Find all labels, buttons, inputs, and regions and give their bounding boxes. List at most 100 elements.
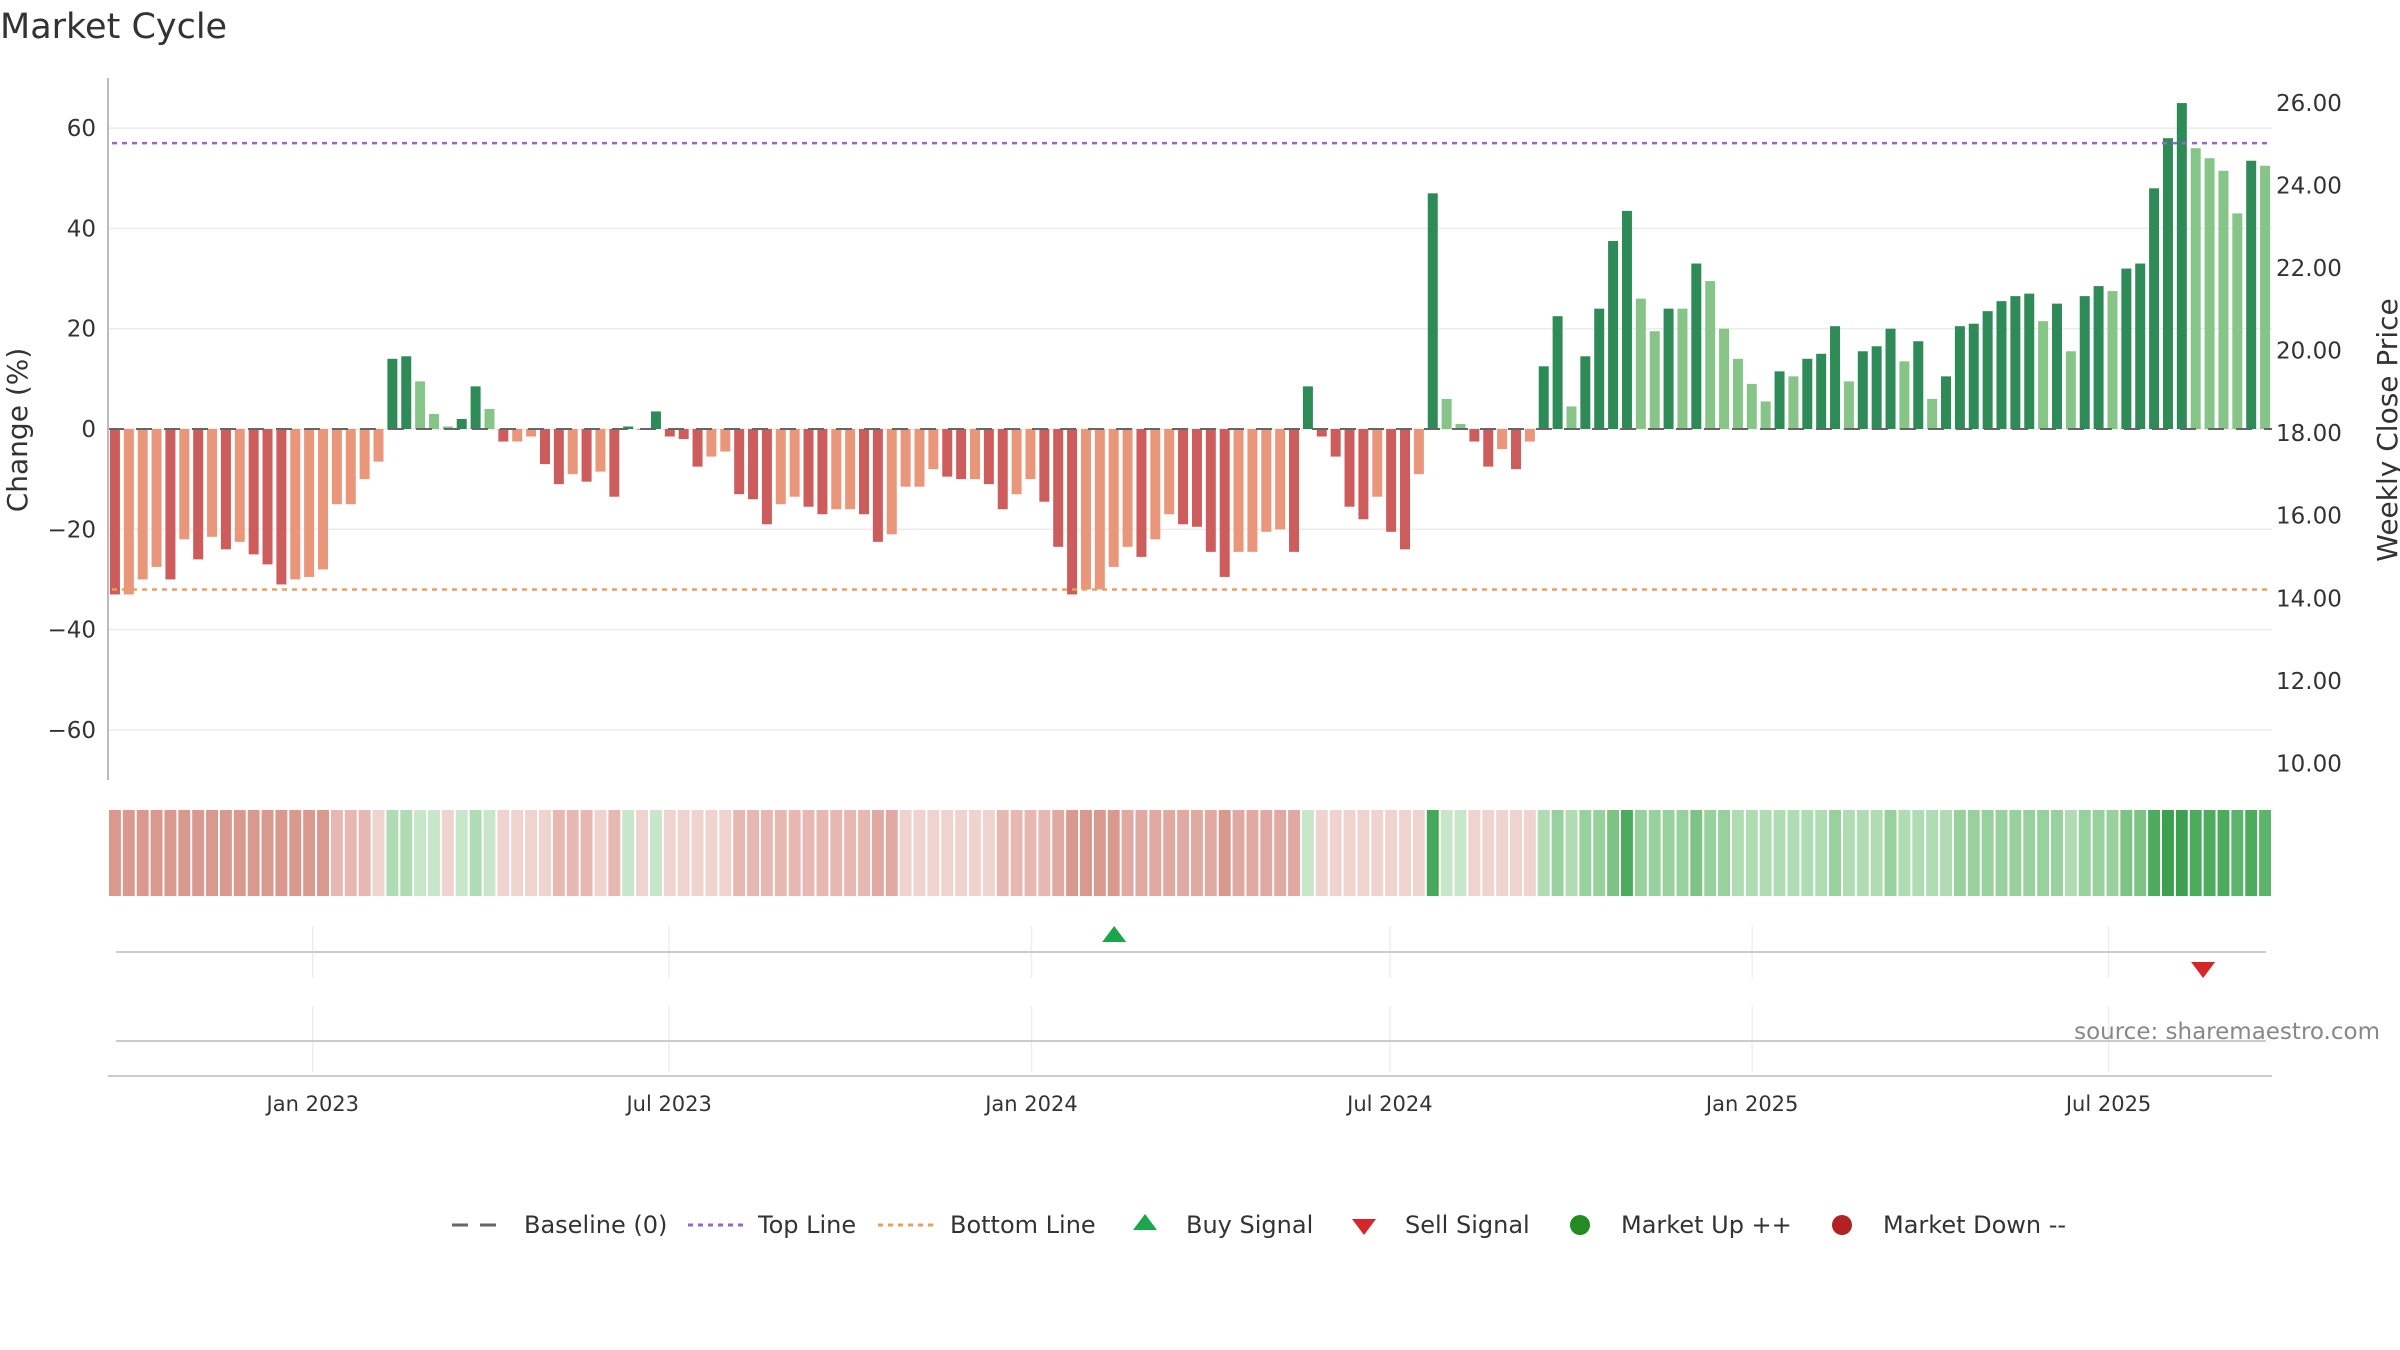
- change-bar: [1732, 358, 1743, 429]
- cycle-strip-cell: [1579, 810, 1592, 896]
- cycle-strip-cell: [2078, 810, 2091, 896]
- change-bar: [1691, 263, 1702, 429]
- cycle-strip-cell: [2217, 810, 2230, 896]
- change-bar: [484, 408, 495, 429]
- change-bar: [1594, 308, 1605, 429]
- cycle-strip-cell: [982, 810, 995, 896]
- cycle-strip-cell: [996, 810, 1009, 896]
- change-bar: [1441, 398, 1452, 429]
- cycle-strip-cell: [1815, 810, 1828, 896]
- change-bar: [1927, 398, 1938, 429]
- change-bar: [1122, 429, 1133, 547]
- change-bar: [2038, 321, 2049, 429]
- cycle-strip-cell: [2148, 810, 2161, 896]
- change-bar: [304, 429, 315, 577]
- change-bar: [678, 429, 689, 440]
- cycle-strip-cell: [538, 810, 551, 896]
- change-bar: [1372, 429, 1383, 497]
- cycle-strip-cell: [1718, 810, 1731, 896]
- x-tick-label: Jan 2023: [265, 1092, 360, 1116]
- cycle-strip-cell: [108, 810, 121, 896]
- change-bar: [1524, 429, 1535, 442]
- change-bar: [2149, 188, 2160, 429]
- change-bar: [207, 429, 218, 537]
- cycle-strip-cell: [233, 810, 246, 896]
- change-bar: [1400, 429, 1411, 550]
- change-bar: [1857, 351, 1868, 429]
- change-bar: [1621, 210, 1632, 429]
- change-bar: [1816, 353, 1827, 429]
- axes: 60 40 20 0 −20 −40 −60 26.00 24.00 22.00 20.00 18.0…: [47, 78, 2342, 780]
- change-bar: [2260, 165, 2271, 429]
- cycle-strip-cell: [760, 810, 773, 896]
- cycle-strip-cell: [1662, 810, 1675, 896]
- change-bar: [109, 429, 120, 595]
- change-bar: [1913, 341, 1924, 429]
- cycle-strip-cell: [1829, 810, 1842, 896]
- cycle-strip-cell: [344, 810, 357, 896]
- change-bar: [1386, 429, 1397, 532]
- change-bar: [928, 429, 939, 470]
- cycle-strip-cell: [1496, 810, 1509, 896]
- change-bar: [1899, 361, 1910, 429]
- cycle-strip-cell: [1010, 810, 1023, 896]
- cycle-strip-cell: [844, 810, 857, 896]
- y-tick-label: −40: [47, 618, 96, 644]
- change-bar: [775, 429, 786, 505]
- cycle-strip-cell: [622, 810, 635, 896]
- cycle-strip-cell: [871, 810, 884, 896]
- change-bar: [1885, 328, 1896, 429]
- change-bar: [1080, 429, 1091, 590]
- change-bar: [2024, 293, 2035, 429]
- y-axis-title: Change (%): [1, 348, 34, 513]
- change-bar: [1566, 406, 1577, 429]
- cycle-strip-cell: [2037, 810, 2050, 896]
- change-bar: [1746, 383, 1757, 429]
- change-bar: [345, 429, 356, 505]
- change-bar: [1302, 386, 1313, 429]
- cycle-strip-cell: [1607, 810, 1620, 896]
- cycle-strip-cell: [927, 810, 940, 896]
- cycle-strip-cell: [2245, 810, 2258, 896]
- change-bar: [248, 429, 259, 555]
- date-axis: Jan 2023 Jul 2023 Jan 2024 Jul 2024 Jan 2025…: [108, 1075, 2272, 1116]
- change-bar: [415, 381, 426, 429]
- cycle-strip-cell: [1787, 810, 1800, 896]
- change-bar: [1580, 356, 1591, 429]
- x-tick-label: Jul 2023: [624, 1092, 711, 1116]
- y2-tick-label: 12.00: [2276, 669, 2342, 695]
- cycle-strip-cell: [1454, 810, 1467, 896]
- change-bar: [1219, 429, 1230, 577]
- cycle-strip-cell: [2161, 810, 2174, 896]
- cycle-strip-cell: [1565, 810, 1578, 896]
- cycle-strip-cell: [178, 810, 191, 896]
- cycle-strip-cell: [1690, 810, 1703, 896]
- cycle-strip-cell: [705, 810, 718, 896]
- change-bar: [1483, 429, 1494, 467]
- cycle-strip-cell: [1648, 810, 1661, 896]
- change-bar: [2190, 148, 2201, 429]
- change-bar: [539, 429, 550, 465]
- change-bar: [706, 429, 717, 457]
- change-bar: [581, 429, 592, 482]
- change-bar: [2162, 138, 2173, 429]
- change-bar: [1233, 429, 1244, 552]
- change-bar: [1455, 423, 1466, 429]
- change-bar: [151, 429, 162, 567]
- cycle-strip-cell: [802, 810, 815, 896]
- cycle-strip-cell: [1773, 810, 1786, 896]
- y-tick-label: −20: [47, 517, 96, 543]
- change-bar: [969, 429, 980, 480]
- cycle-strip-cell: [1440, 810, 1453, 896]
- change-bar: [1788, 376, 1799, 429]
- change-bar: [623, 426, 634, 429]
- cycle-strip-cell: [1315, 810, 1328, 896]
- change-bar: [2135, 263, 2146, 429]
- change-bar: [2093, 286, 2104, 429]
- cycle-strip-cell: [247, 810, 260, 896]
- change-bar: [1843, 381, 1854, 429]
- change-bar: [1205, 429, 1216, 552]
- cycle-strip-cell: [455, 810, 468, 896]
- cycle-strip-cell: [1593, 810, 1606, 896]
